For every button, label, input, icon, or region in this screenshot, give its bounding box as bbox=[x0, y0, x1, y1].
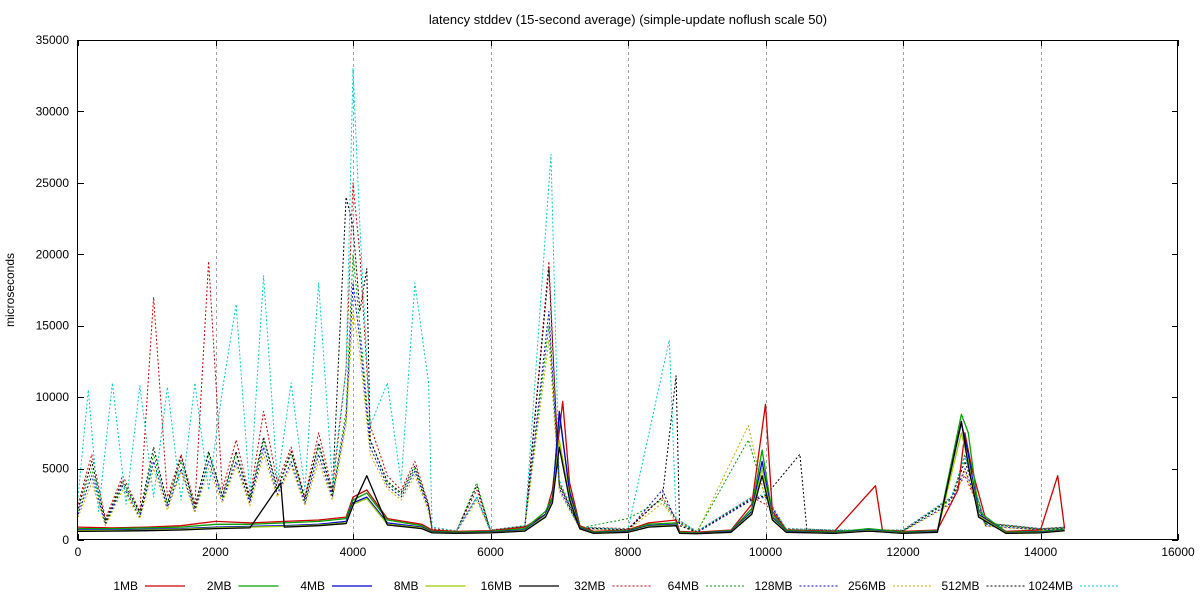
x-tick-label: 12000 bbox=[886, 545, 920, 559]
series-line-32mb bbox=[77, 182, 1065, 532]
legend-label-32mb: 32MB bbox=[574, 579, 605, 593]
y-tick-label: 20000 bbox=[36, 247, 70, 261]
series-line-1024mb bbox=[77, 68, 1065, 532]
y-tick-label: 25000 bbox=[36, 176, 70, 190]
series-line-64mb bbox=[77, 253, 1065, 533]
x-tick-label: 4000 bbox=[340, 545, 367, 559]
legend-label-4mb: 4MB bbox=[300, 579, 325, 593]
legend-label-2mb: 2MB bbox=[207, 579, 232, 593]
y-tick-label: 30000 bbox=[36, 104, 70, 118]
x-tick-label: 0 bbox=[75, 545, 82, 559]
y-tick-label: 10000 bbox=[36, 390, 70, 404]
chart-title: latency stddev (15-second average) (simp… bbox=[429, 12, 827, 27]
series-lines bbox=[77, 68, 1066, 535]
legend-label-1024mb: 1024MB bbox=[1028, 579, 1073, 593]
legend-label-8mb: 8MB bbox=[394, 579, 419, 593]
x-tick-label: 2000 bbox=[202, 545, 229, 559]
series-line-1mb bbox=[77, 400, 1066, 533]
plot-frame bbox=[77, 40, 1178, 540]
legend: 1MB 2MB 4MB 8MB 16MB 32MB 64MB 128MB 256MB 512MB 1… bbox=[113, 579, 1120, 593]
legend-label-128mb: 128MB bbox=[754, 579, 792, 593]
y-axis-label: microseconds bbox=[3, 253, 17, 327]
legend-label-64mb: 64MB bbox=[668, 579, 699, 593]
x-tick-label: 16000 bbox=[1161, 545, 1195, 559]
y-tick-label: 15000 bbox=[36, 319, 70, 333]
x-tick-label: 6000 bbox=[477, 545, 504, 559]
legend-label-256mb: 256MB bbox=[848, 579, 886, 593]
series-line-256mb bbox=[77, 310, 1065, 534]
series-line-512mb bbox=[77, 196, 1065, 533]
axis-ticks: 0 2000 4000 6000 8000 10000 12000 14000 16000 0 50… bbox=[36, 33, 1195, 559]
series-line-16mb bbox=[77, 420, 1065, 535]
legend-label-16mb: 16MB bbox=[481, 579, 512, 593]
y-tick-label: 35000 bbox=[36, 33, 70, 47]
x-tick-label: 14000 bbox=[1024, 545, 1058, 559]
y-tick-label: 5000 bbox=[42, 462, 69, 476]
series-line-2mb bbox=[78, 413, 1065, 534]
x-tick-label: 10000 bbox=[749, 545, 783, 559]
series-line-4mb bbox=[78, 410, 1065, 534]
y-tick-label: 0 bbox=[62, 533, 69, 547]
x-tick-label: 8000 bbox=[615, 545, 642, 559]
legend-label-512mb: 512MB bbox=[941, 579, 979, 593]
legend-label-1mb: 1MB bbox=[113, 579, 138, 593]
gridlines bbox=[216, 40, 1042, 540]
